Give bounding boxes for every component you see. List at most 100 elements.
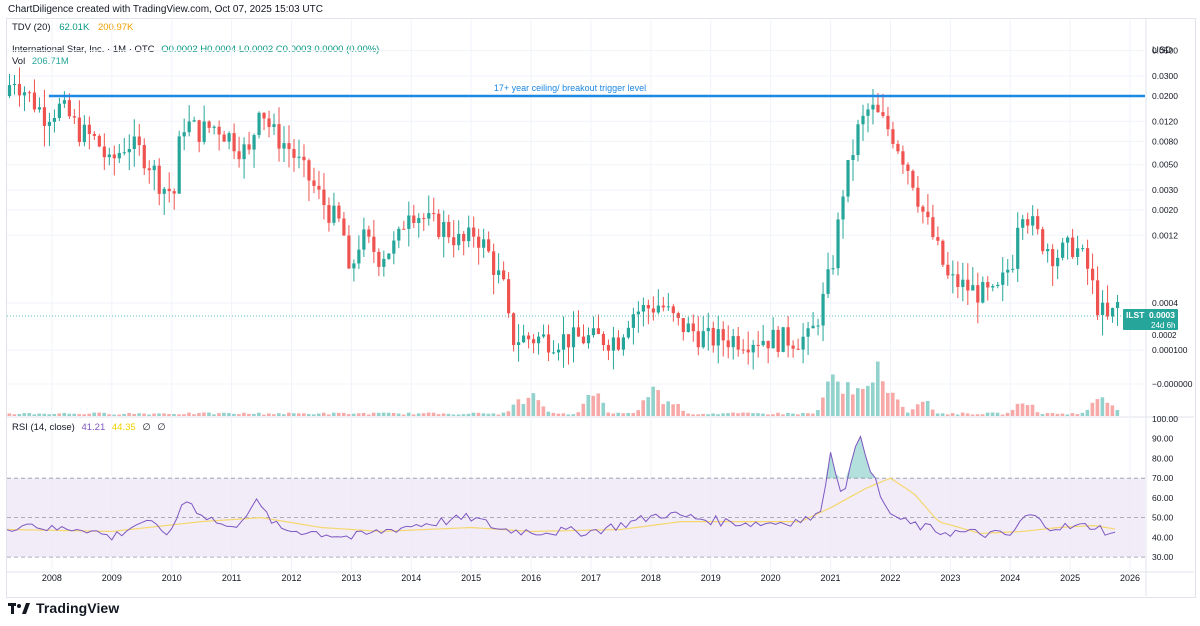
rsi-tick-label: 40.00 (1152, 532, 1174, 542)
candle-body (576, 327, 581, 337)
volume-bar (950, 413, 955, 416)
symbol-legend[interactable]: International Star, Inc. · 1M · OTC O0.0… (12, 44, 379, 55)
volume-bar (396, 413, 401, 416)
volume-bar (646, 397, 650, 416)
rsi-legend[interactable]: RSI (14, close) 41.21 44.35 ∅ ∅ (12, 422, 166, 433)
volume-bar (641, 400, 645, 416)
candle-body (1026, 219, 1030, 226)
volume-bar (421, 413, 426, 416)
volume-bar (731, 412, 735, 416)
symbol-title: International Star, Inc. · 1M · OTC (12, 44, 155, 55)
volume-bar (17, 413, 22, 416)
year-label: 2010 (162, 573, 182, 583)
price-tick-label: 0.0120 (1152, 116, 1178, 126)
volume-bar (277, 413, 281, 416)
volume-bar (366, 414, 371, 416)
volume-bar (611, 413, 616, 416)
volume-bar (1010, 409, 1015, 416)
candle-body (736, 336, 740, 350)
candle-body (57, 103, 62, 118)
candle-body (207, 121, 211, 128)
candle-body (457, 233, 461, 246)
volume-bar (356, 413, 361, 416)
candle-body (127, 149, 131, 153)
volume-bar (247, 413, 251, 416)
candle-body (581, 336, 586, 344)
volume-bar (127, 413, 131, 416)
currency-label[interactable]: USD (1152, 45, 1173, 56)
volume-bar (955, 414, 960, 416)
candle-body (182, 132, 186, 137)
candle-body (357, 249, 361, 264)
candle-body (232, 133, 236, 152)
candle-body (322, 189, 326, 206)
candle-body (791, 345, 795, 349)
candle-body (951, 274, 955, 276)
candle-body (931, 217, 935, 238)
candle-body (546, 334, 551, 353)
volume-value: 206.71M (31, 56, 69, 67)
volume-bar (132, 413, 136, 416)
price-tick-label: 0.0200 (1152, 91, 1178, 101)
volume-bar (57, 413, 62, 416)
candle-body (192, 120, 196, 122)
volume-bar (995, 412, 1000, 416)
volume-bar (581, 403, 586, 416)
candle-body (851, 155, 855, 161)
volume-bar (296, 413, 301, 416)
tdv-value-2: 200.97K (97, 22, 134, 33)
volume-bar (776, 412, 780, 416)
volume-bar (471, 412, 476, 416)
volume-bar (272, 414, 276, 416)
candle-body (477, 236, 481, 248)
price-tick-label: 0.0004 (1152, 298, 1178, 308)
candle-body (152, 165, 156, 171)
candle-body (1090, 268, 1095, 281)
volume-bar (147, 414, 151, 416)
volume-bar (222, 412, 226, 416)
volume-bar (351, 413, 356, 416)
volume-bar (1110, 405, 1115, 416)
candle-body (881, 112, 885, 116)
tradingview-logo[interactable]: TradingView (8, 598, 119, 618)
volume-bar (12, 414, 17, 416)
volume-bar (880, 381, 885, 416)
candle-body (531, 339, 536, 344)
volume-bar (716, 414, 720, 416)
volume-bar (446, 413, 451, 416)
volume-bar (386, 412, 391, 416)
ceiling-label: 17+ year ceiling/ breakout trigger level (494, 83, 646, 93)
volume-bar (751, 413, 755, 416)
candle-body (1006, 269, 1010, 273)
volume-label: Vol (12, 56, 26, 67)
volume-legend[interactable]: Vol 206.71M (12, 56, 69, 67)
volume-bar (746, 412, 750, 416)
volume-bar (1045, 413, 1050, 416)
candle-body (362, 229, 366, 250)
rsi-tick-label: 50.00 (1152, 513, 1174, 523)
candle-body (781, 327, 785, 352)
candle-body (766, 340, 770, 349)
candle-body (1041, 229, 1045, 252)
candle-body (392, 240, 396, 254)
candle-body (526, 335, 531, 340)
year-label: 2011 (222, 573, 241, 583)
candle-body (866, 109, 870, 116)
ceiling-annotation: 17+ year ceiling/ breakout trigger level (7, 83, 1145, 317)
candle-body (162, 188, 166, 194)
candle-body (62, 100, 66, 104)
tdv-legend[interactable]: TDV (20) 62.01K 200.97K (12, 22, 133, 33)
price-tick-label: 0.0012 (1152, 230, 1178, 240)
volume-bar (282, 414, 286, 416)
candle-body (402, 228, 406, 230)
price-tag-box (1123, 309, 1178, 330)
candle-body (472, 227, 476, 237)
volume-bar (182, 414, 186, 416)
candle-body (826, 269, 830, 294)
candle-body (347, 235, 351, 269)
candle-body (606, 345, 611, 351)
candle-body (1115, 302, 1120, 309)
volume-bar (212, 414, 216, 416)
volume-bar (361, 413, 366, 416)
